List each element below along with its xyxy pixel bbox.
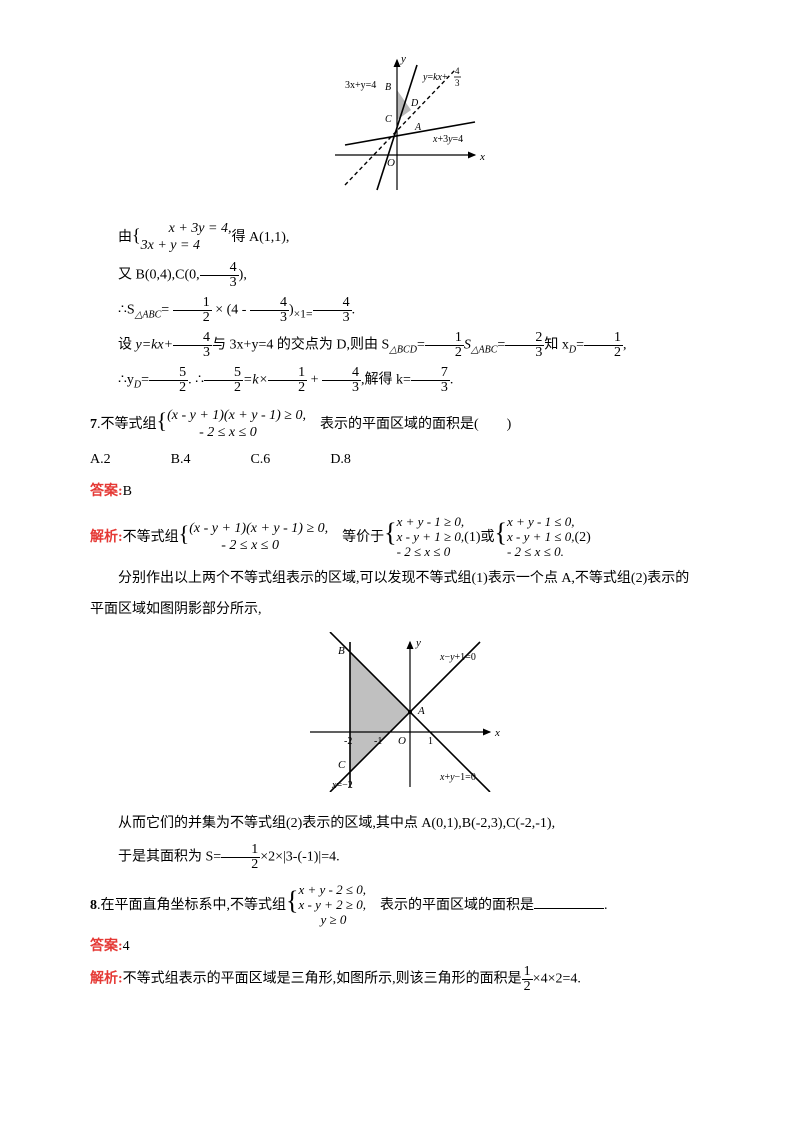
q6-dline: 设 y=kx+43与 3x+y=4 的交点为 D,则由 S△BCD=12S△AB… — [90, 331, 710, 360]
svg-text:3x+y=4: 3x+y=4 — [345, 80, 376, 91]
q6-line-bc: 又 B(0,4),C(0,43), — [90, 261, 710, 290]
svg-text:4: 4 — [455, 66, 460, 76]
svg-text:C: C — [385, 114, 392, 125]
svg-text:y: y — [415, 637, 421, 649]
svg-text:y=kx+: y=kx+ — [422, 72, 448, 83]
q7-answer: 答案:B — [90, 479, 710, 504]
svg-text:B: B — [385, 82, 391, 93]
q6-sabc: ∴S△ABC= 12 × (4 - 43)×1=43. — [90, 296, 710, 325]
svg-text:x+3y=4: x+3y=4 — [432, 134, 463, 145]
q7-p1: 分别作出以上两个不等式组表示的区域,可以发现不等式组(1)表示一个点 A,不等式… — [90, 566, 710, 591]
q7-p3: 于是其面积为 S=12×2×|3-(-1)|=4. — [90, 843, 710, 872]
svg-text:-2: -2 — [344, 736, 352, 747]
q8-answer: 答案:4 — [90, 934, 710, 959]
svg-text:A: A — [417, 705, 425, 717]
svg-text:y: y — [400, 53, 406, 65]
q7-optD: D.8 — [330, 447, 351, 472]
svg-text:3: 3 — [455, 78, 460, 88]
svg-text:x=−2: x=−2 — [331, 780, 353, 791]
q6-line-system: 由{ x + 3y = 4, 3x + y = 4 得 A(1,1), — [90, 219, 710, 255]
q7-optB: B.4 — [171, 447, 191, 472]
svg-text:-1: -1 — [374, 736, 382, 747]
svg-text:x+y−1=0: x+y−1=0 — [439, 772, 476, 783]
q7-optC: C.6 — [250, 447, 270, 472]
q7-p1b: 平面区域如图阴影部分所示, — [90, 597, 710, 622]
svg-text:x−y+1=0: x−y+1=0 — [439, 652, 476, 663]
q7-optA: A.2 — [90, 447, 111, 472]
svg-text:A: A — [414, 122, 422, 133]
q7-analysis: 解析:不等式组{ (x - y + 1)(x + y - 1) ≥ 0, - 2… — [90, 510, 710, 560]
svg-text:D: D — [410, 98, 419, 109]
svg-text:O: O — [387, 157, 395, 169]
q6-yd: ∴yD=52. ∴52=k×12 + 43,解得 k=73. — [90, 366, 710, 395]
q7-stem: 7.不等式组{ (x - y + 1)(x + y - 1) ≥ 0, - 2 … — [90, 401, 710, 442]
figure-q6: x y O 3x+y=4 y=kx+ 4 3 x+3y=4 B C A D — [90, 50, 710, 209]
figure-q7: x y O A B C x−y+1=0 x+y−1=0 x=−2 -2 -1 1 — [90, 632, 710, 801]
svg-text:x: x — [494, 727, 500, 739]
svg-text:C: C — [338, 759, 346, 771]
q8-stem: 8.在平面直角坐标系中,不等式组{ x + y - 2 ≤ 0, x - y +… — [90, 878, 710, 928]
svg-text:1: 1 — [428, 736, 433, 747]
svg-text:x: x — [479, 151, 485, 163]
q8-blank — [534, 894, 604, 909]
q7-options: A.2 B.4 C.6 D.8 — [90, 447, 710, 472]
q8-analysis: 解析:不等式组表示的平面区域是三角形,如图所示,则该三角形的面积是12×4×2=… — [90, 965, 710, 994]
svg-text:B: B — [338, 645, 345, 657]
svg-text:O: O — [398, 735, 406, 747]
q7-p2: 从而它们的并集为不等式组(2)表示的区域,其中点 A(0,1),B(-2,3),… — [90, 811, 710, 836]
